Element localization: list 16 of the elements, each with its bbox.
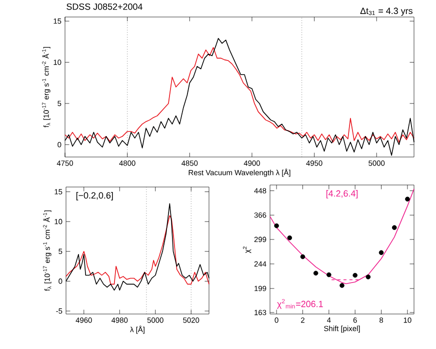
point bbox=[287, 235, 292, 240]
point bbox=[392, 225, 397, 230]
annotation: [−0.2,0.6] bbox=[76, 192, 113, 200]
point bbox=[340, 283, 344, 288]
point bbox=[352, 272, 358, 278]
point bbox=[300, 254, 306, 260]
chart-title: SDSS J0852+2004 bbox=[66, 3, 142, 10]
point bbox=[366, 274, 371, 280]
text: Δt$_{31}$ = 4.3 yrs bbox=[360, 8, 412, 16]
annotation: [4.2,6.4] bbox=[326, 190, 358, 198]
point bbox=[405, 196, 410, 202]
point bbox=[378, 250, 384, 256]
point bbox=[326, 272, 332, 278]
annotation: χ$^{2}$$_{min}$=206.1 bbox=[277, 299, 323, 309]
point bbox=[313, 270, 318, 276]
point bbox=[274, 223, 279, 228]
